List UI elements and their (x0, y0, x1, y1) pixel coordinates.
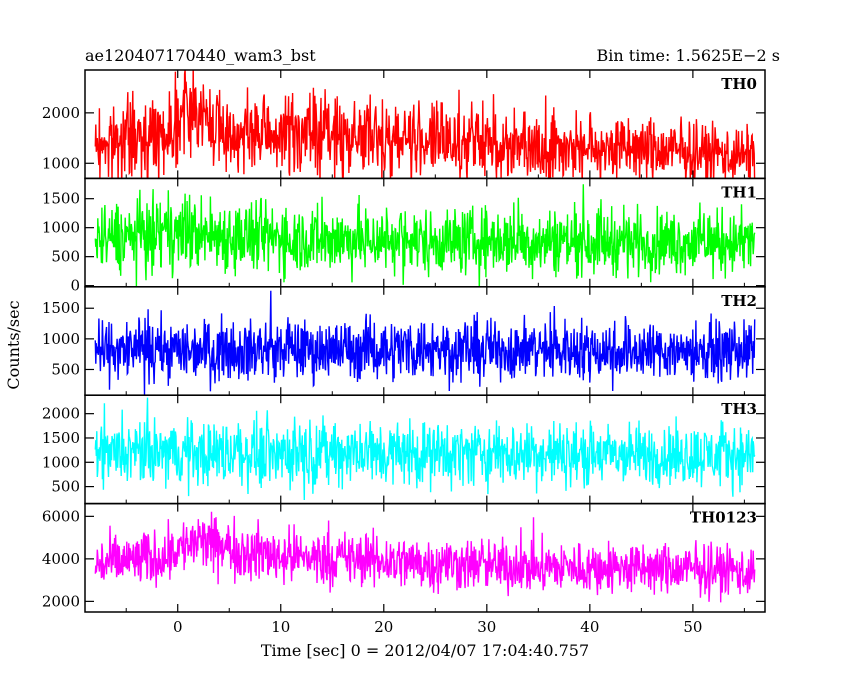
series-line-th0123 (94, 511, 756, 603)
y-tick-label: 2000 (42, 592, 80, 610)
x-tick-label: 50 (683, 618, 702, 636)
panel-name-label: TH0123 (690, 509, 757, 527)
series-line-th3 (94, 397, 756, 501)
y-tick-label: 2000 (42, 405, 80, 423)
panel-name-label: TH2 (721, 292, 757, 310)
y-tick-label: 1500 (42, 190, 80, 208)
y-tick-label: 2000 (42, 104, 80, 122)
y-tick-label: 1500 (42, 429, 80, 447)
y-tick-label: 1000 (42, 453, 80, 471)
panel-name-label: TH0 (721, 75, 757, 93)
y-tick-label: 1500 (42, 299, 80, 317)
chart-title: ae120407170440_wam3_bst (85, 46, 316, 65)
x-tick-label: 20 (374, 618, 393, 636)
panel-frame (84, 502, 766, 613)
x-tick-label: 30 (477, 618, 496, 636)
panel-th2: 500 1000 1500 TH2 (42, 286, 766, 396)
x-tick-label: 40 (580, 618, 599, 636)
panel-name-label: TH3 (721, 400, 757, 418)
panel-th0: 1000 2000 TH0 (42, 69, 766, 180)
x-tick-label: 0 (173, 618, 183, 636)
series-line-th1 (94, 184, 756, 287)
series-line-th0 (94, 70, 756, 179)
x-tick-label: 10 (271, 618, 290, 636)
y-tick-label: 4000 (42, 550, 80, 568)
panel-th0123: 2000 4000 6000 TH0123 (42, 502, 766, 613)
bin-time-label: Bin time: 1.5625E−2 s (597, 46, 780, 65)
y-tick-label: 500 (51, 248, 80, 266)
x-axis-label: Time [sec] 0 = 2012/04/07 17:04:40.757 (261, 641, 589, 660)
y-tick-label: 500 (51, 360, 80, 378)
series-line-th2 (94, 290, 756, 396)
panel-th3: 500 1000 1500 2000 TH3 (42, 394, 766, 505)
y-tick-label: 1000 (42, 330, 80, 348)
y-tick-label: 1000 (42, 154, 80, 172)
y-tick-label: 500 (51, 478, 80, 496)
y-axis-label: Counts/sec (4, 300, 23, 389)
y-tick-label: 1000 (42, 219, 80, 237)
panel-th1: 0 500 1000 1500 TH1 (42, 177, 766, 295)
y-tick-label: 0 (70, 277, 80, 295)
panel-name-label: TH1 (721, 183, 757, 201)
y-tick-label: 6000 (42, 507, 80, 525)
